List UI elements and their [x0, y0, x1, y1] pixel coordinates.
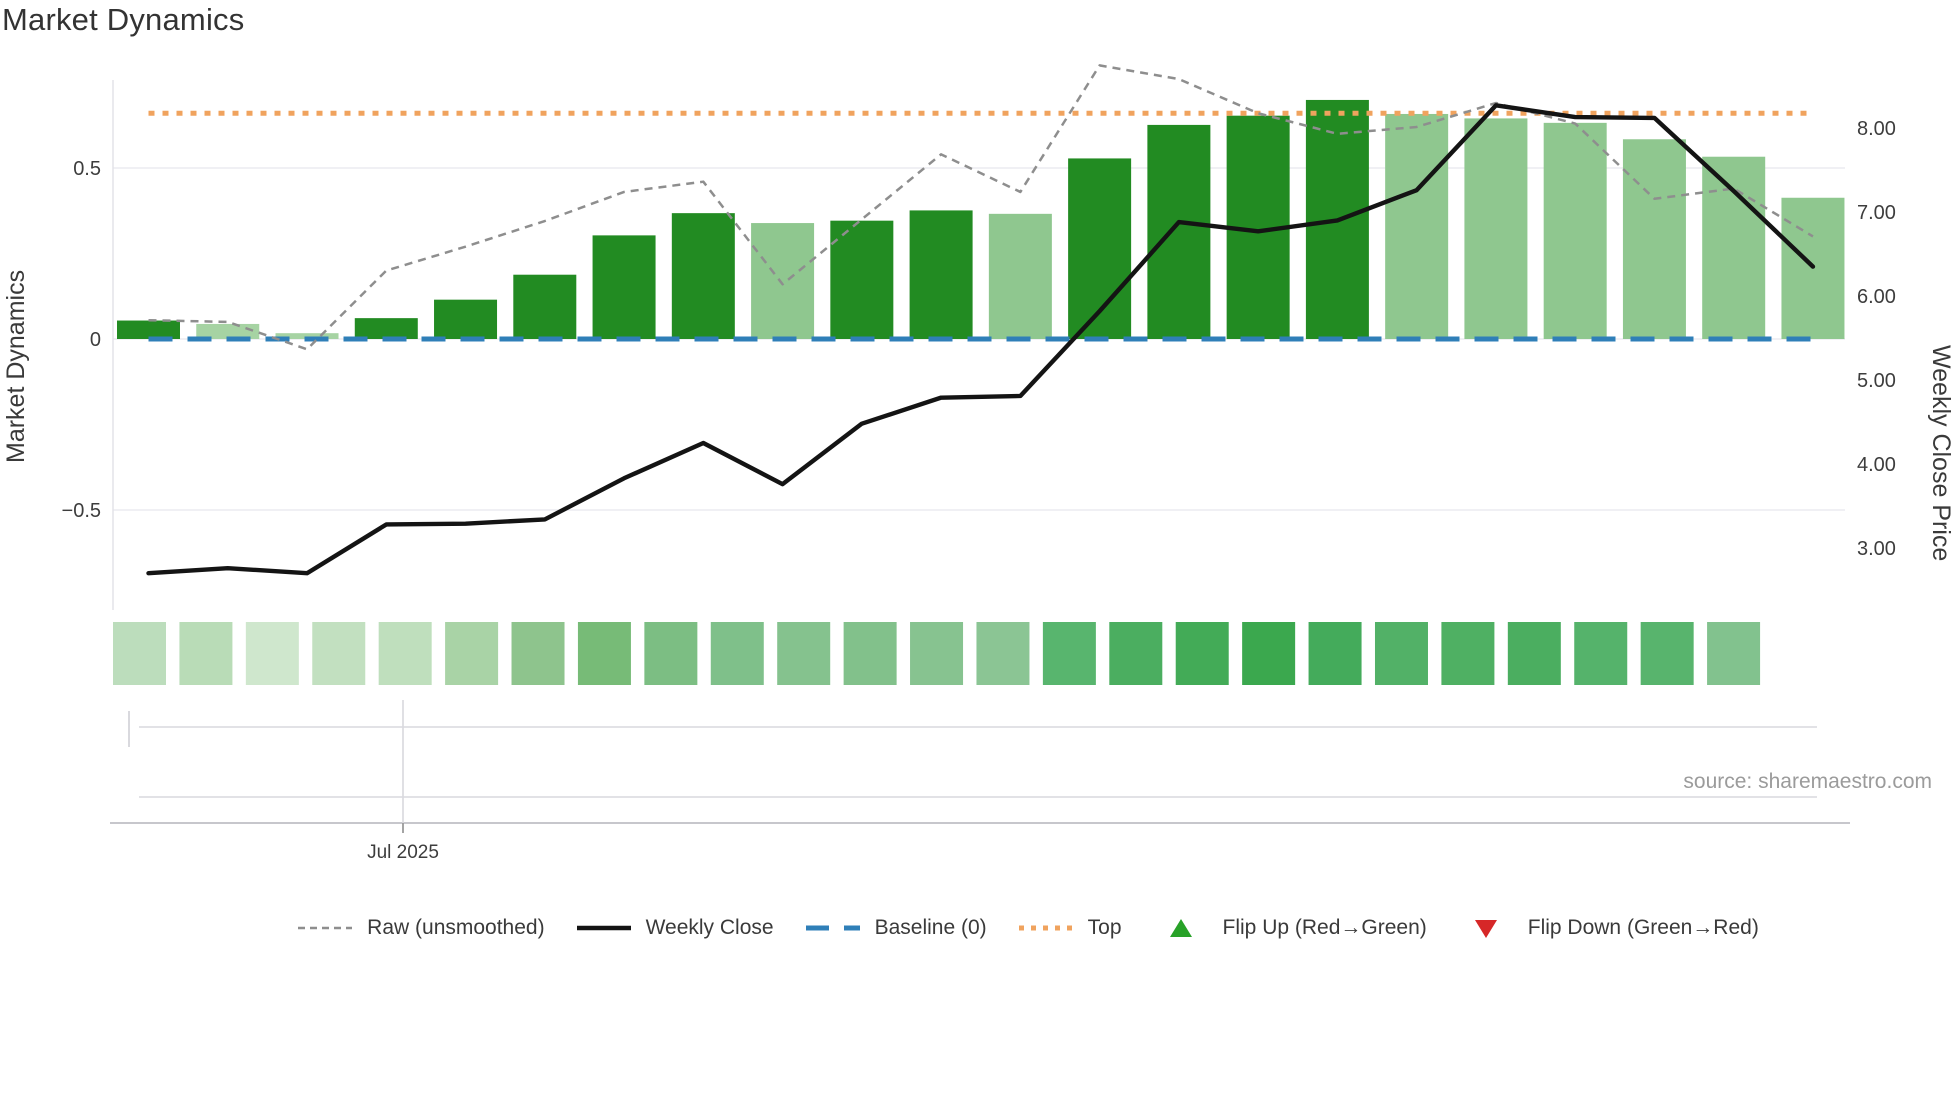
heatmap-cell[interactable]: [1242, 622, 1296, 685]
bar[interactable]: [1702, 156, 1766, 339]
legend-label: Weekly Close: [645, 916, 774, 939]
legend-label: Top: [1087, 916, 1122, 939]
legend-label: Raw (unsmoothed): [367, 916, 545, 939]
heatmap-cell[interactable]: [1175, 622, 1229, 685]
left-axis-title: Market Dynamics: [2, 269, 30, 463]
heatmap-cell[interactable]: [710, 622, 764, 685]
heatmap-cell[interactable]: [1707, 622, 1761, 685]
heatmap-cell[interactable]: [378, 622, 432, 685]
dot-swatch-icon: [1018, 925, 1073, 931]
bar[interactable]: [830, 220, 894, 339]
heatmap-cell[interactable]: [113, 622, 166, 685]
legend-label: Flip Down (Green→Red): [1527, 916, 1759, 939]
bar[interactable]: [909, 210, 973, 339]
bar[interactable]: [434, 299, 498, 339]
bar[interactable]: [1622, 139, 1686, 339]
heatmap-cell[interactable]: [1574, 622, 1628, 685]
heatmap-cell[interactable]: [312, 622, 366, 685]
heatmap-cell[interactable]: [445, 622, 499, 685]
y2-tick-label: 3.00: [1857, 538, 1896, 560]
triangle-down-swatch-icon: [1474, 920, 1497, 938]
y-tick-label: 0: [90, 329, 101, 351]
legend-item-weekly-close[interactable]: Weekly Close: [575, 916, 774, 940]
bar[interactable]: [1464, 118, 1528, 339]
bar[interactable]: [354, 318, 418, 339]
bar[interactable]: [196, 323, 260, 339]
heatmap-cell[interactable]: [179, 622, 233, 685]
bar[interactable]: [671, 213, 735, 339]
y2-tick-label: 7.00: [1857, 202, 1896, 224]
heatmap-cell[interactable]: [245, 622, 299, 685]
legend-item-top[interactable]: Top: [1017, 916, 1122, 940]
heatmap-cell[interactable]: [1441, 622, 1495, 685]
bar[interactable]: [513, 274, 577, 339]
page-title: Market Dynamics: [2, 2, 245, 37]
bar[interactable]: [117, 320, 180, 339]
heatmap-cell[interactable]: [1042, 622, 1096, 685]
heatmap-cell[interactable]: [577, 622, 631, 685]
heatmap-cell[interactable]: [976, 622, 1030, 685]
weekly-close-line[interactable]: [146, 103, 1816, 576]
heatmap-cell[interactable]: [777, 622, 831, 685]
legend: Raw (unsmoothed) Weekly Close Baseline (0)…: [0, 916, 1960, 940]
heatmap-cell[interactable]: [1308, 622, 1362, 685]
heatmap-cell[interactable]: [1507, 622, 1561, 685]
y2-tick-label: 5.00: [1857, 370, 1896, 392]
heatmap-cell[interactable]: [1109, 622, 1163, 685]
bar[interactable]: [1385, 113, 1449, 340]
bar[interactable]: [275, 333, 339, 339]
y-tick-label: −0.5: [62, 500, 101, 522]
legend-item-raw-unsmoothed[interactable]: Raw (unsmoothed): [296, 916, 545, 940]
bar[interactable]: [1543, 122, 1607, 339]
legend-item-flip-down-green-red[interactable]: Flip Down (Green→Red): [1457, 916, 1759, 940]
y2-tick-label: 4.00: [1857, 454, 1896, 476]
heatmap-cell[interactable]: [644, 622, 698, 685]
bar[interactable]: [988, 213, 1052, 339]
y2-tick-label: 8.00: [1857, 118, 1896, 140]
x-tick-label: Jul 2025: [367, 842, 439, 863]
heatmap-cell[interactable]: [511, 622, 565, 685]
y-tick-label: 0.5: [73, 158, 101, 180]
dash-swatch-icon: [298, 926, 353, 930]
bar[interactable]: [751, 223, 815, 339]
solid-swatch-icon: [576, 925, 631, 931]
triangle-up-swatch-icon: [1169, 919, 1192, 937]
heatmap-cell[interactable]: [843, 622, 897, 685]
y2-tick-label: 6.00: [1857, 286, 1896, 308]
right-axis-title: Weekly Close Price: [1927, 345, 1955, 562]
legend-item-baseline-0[interactable]: Baseline (0): [804, 916, 987, 940]
bar[interactable]: [592, 235, 656, 339]
heatmap-cell[interactable]: [910, 622, 964, 685]
source-credit: source: sharemaestro.com: [1683, 770, 1932, 793]
legend-item-flip-up-red-green[interactable]: Flip Up (Red→Green): [1152, 916, 1427, 940]
heatmap-cell[interactable]: [1640, 622, 1694, 685]
legend-label: Flip Up (Red→Green): [1222, 916, 1427, 939]
legend-label: Baseline (0): [874, 916, 987, 939]
longdash-swatch-icon: [805, 925, 860, 931]
heatmap-cell[interactable]: [1374, 622, 1428, 685]
bar[interactable]: [1147, 124, 1211, 340]
